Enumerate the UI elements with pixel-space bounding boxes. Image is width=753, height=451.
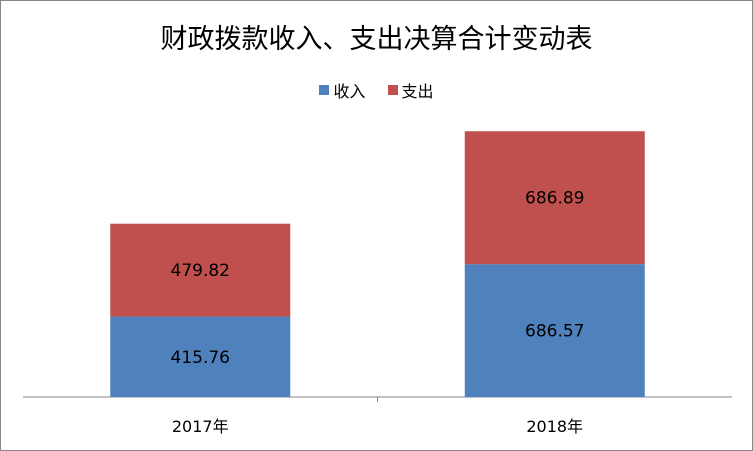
data-label-expense-1: 686.89 — [525, 189, 584, 209]
bar-expense-0 — [110, 223, 291, 317]
bar-expense-1 — [464, 131, 645, 265]
legend-item-expense: 支出 — [387, 78, 434, 102]
x-tick-label-1: 2018年 — [526, 417, 583, 436]
data-label-income-0: 415.76 — [171, 348, 230, 368]
legend-swatch-income — [319, 85, 330, 95]
data-label-expense-0: 479.82 — [171, 261, 230, 281]
bar-income-0 — [110, 316, 291, 397]
legend-swatch-expense — [387, 85, 398, 95]
chart-legend: 收入 支出 — [1, 78, 752, 102]
legend-label-expense: 支出 — [401, 82, 434, 101]
legend-label-income: 收入 — [333, 82, 366, 101]
legend-item-income: 收入 — [319, 78, 366, 102]
data-label-income-1: 686.57 — [525, 322, 584, 342]
bar-income-1 — [464, 264, 645, 397]
x-tick-label-0: 2017年 — [172, 417, 229, 436]
chart-title: 财政拨款收入、支出决算合计变动表 — [160, 24, 593, 55]
